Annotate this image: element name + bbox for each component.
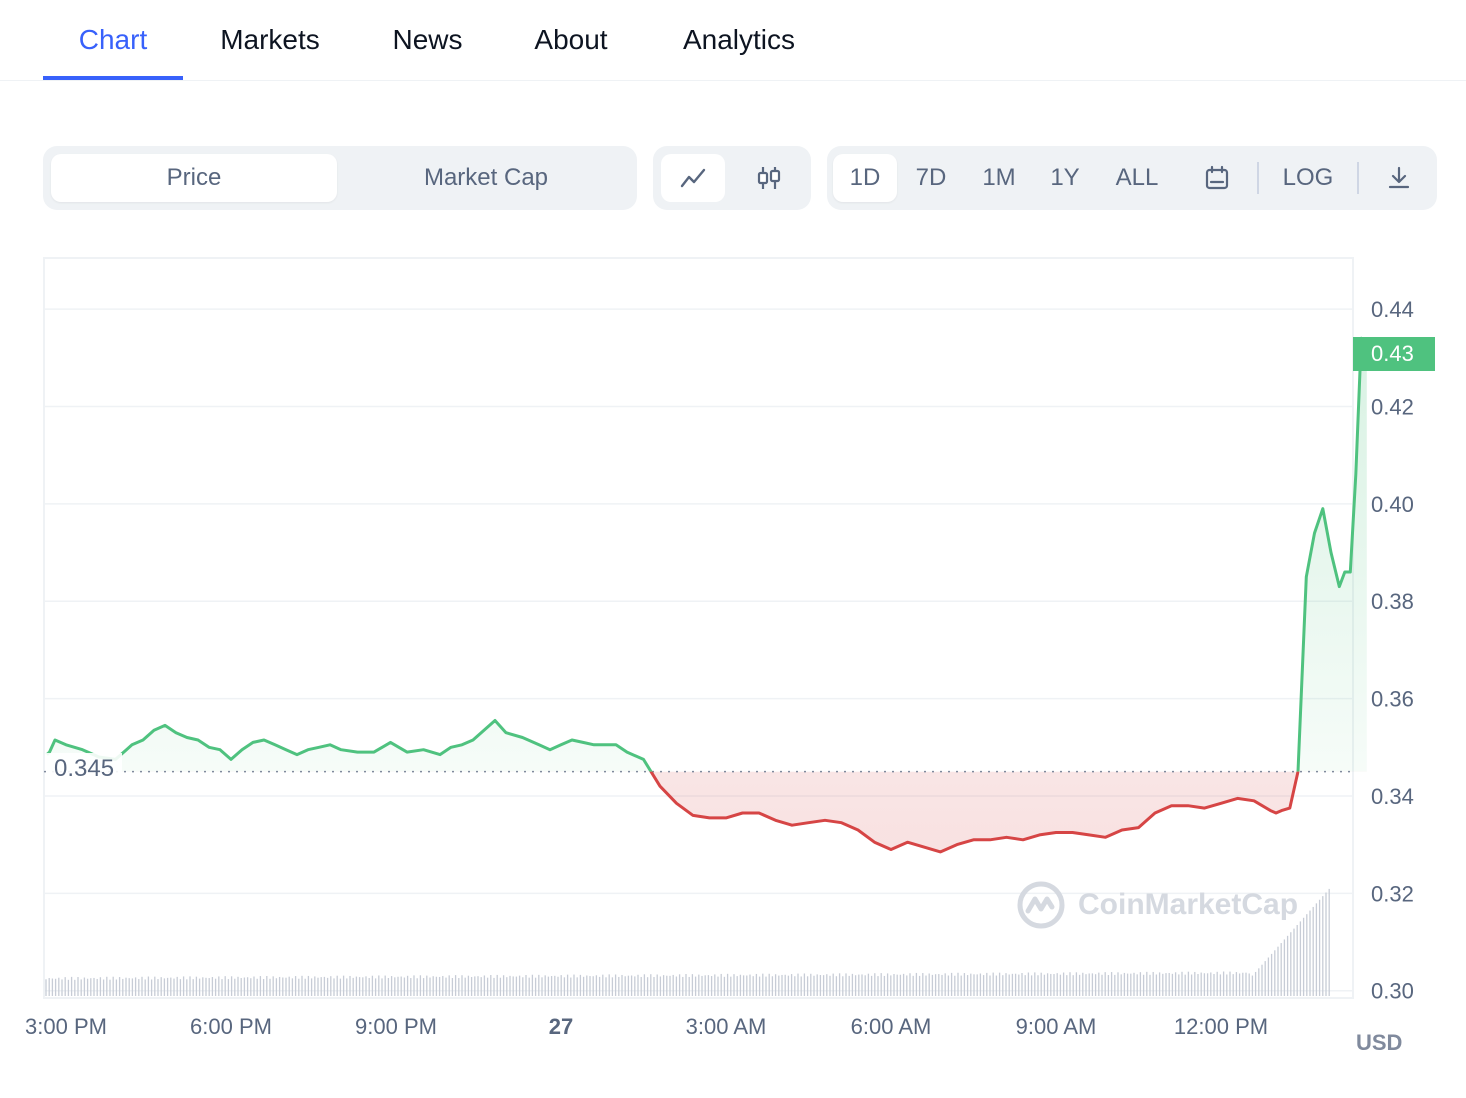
price-area-down [651,771,1298,852]
y-tick-label: 0.44 [1371,297,1414,322]
x-tick-label: 6:00 PM [190,1014,272,1039]
tab-chart[interactable]: Chart [43,24,183,80]
y-axis: 0.44 0.42 0.40 0.38 0.36 0.34 0.32 0.30 [1371,297,1414,1004]
log-scale-button[interactable]: LOG [1282,164,1334,191]
x-tick-label: 27 [549,1014,573,1039]
range-1m-button[interactable]: 1M [982,164,1016,191]
tab-about[interactable]: About [534,24,608,55]
coinmarketcap-logo-icon [1017,881,1065,929]
y-tick-label: 0.42 [1371,394,1414,419]
range-toolbar: 1D 7D 1M 1Y ALL LOG [827,146,1437,210]
toolbar-divider [1257,162,1259,194]
open-price-label: 0.345 [46,753,123,785]
toolbar-divider [1357,162,1359,194]
line-chart-icon [680,168,706,188]
y-tick-label: 0.30 [1371,979,1414,1004]
x-tick-label: 9:00 AM [1016,1014,1097,1039]
watermark-text: CoinMarketCap [1078,888,1299,921]
range-1d-button[interactable]: 1D [833,154,897,202]
price-toggle-button[interactable]: Price [51,154,337,202]
chart-style-toggle [653,146,811,210]
y-tick-label: 0.38 [1371,589,1414,614]
currency-label: USD [1356,1030,1403,1055]
y-tick-label: 0.36 [1371,687,1414,712]
tab-markets[interactable]: Markets [220,24,320,55]
current-price-label: 0.43 [1353,337,1435,371]
line-chart-button[interactable] [661,154,725,202]
candlestick-icon [757,167,781,189]
price-line-up [45,336,1369,772]
x-tick-label: 3:00 AM [686,1014,767,1039]
tab-analytics[interactable]: Analytics [682,24,796,55]
y-tick-label: 0.32 [1371,881,1414,906]
x-tick-label: 6:00 AM [851,1014,932,1039]
candlestick-chart-button[interactable] [737,154,801,202]
price-line-down [649,771,1300,854]
y-tick-label: 0.40 [1371,492,1414,517]
coinmarketcap-watermark: CoinMarketCap [1016,880,1298,930]
market-cap-toggle-button[interactable]: Market Cap [423,164,549,191]
calendar-button[interactable] [1185,154,1249,202]
x-tick-label: 3:00 PM [25,1014,107,1039]
range-7d-button[interactable]: 7D [915,164,947,191]
x-tick-label: 12:00 PM [1174,1014,1268,1039]
download-button[interactable] [1367,154,1431,202]
calendar-icon [1205,165,1229,190]
volume-bars [45,888,1330,996]
metric-toggle: Price Market Cap [43,146,637,210]
x-tick-label: 9:00 PM [355,1014,437,1039]
range-all-button[interactable]: ALL [1115,164,1159,191]
price-series [45,336,1369,854]
tab-bar: Chart Markets News About Analytics [0,0,1466,81]
download-icon [1388,166,1410,189]
range-1y-button[interactable]: 1Y [1050,164,1080,191]
y-tick-label: 0.34 [1371,784,1414,809]
price-area-fill [46,338,1367,852]
tab-news[interactable]: News [392,24,463,55]
x-axis: 3:00 PM 6:00 PM 9:00 PM 27 3:00 AM 6:00 AM 9:0… [25,1014,1268,1039]
